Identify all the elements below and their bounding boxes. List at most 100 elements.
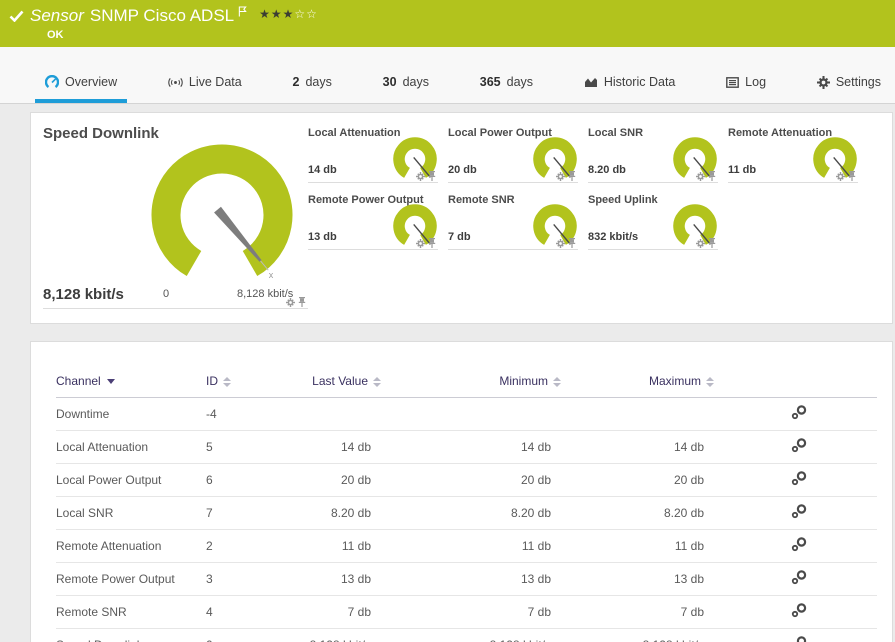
pin-icon[interactable] xyxy=(568,238,576,248)
tab-live-data[interactable]: Live Data xyxy=(168,61,242,103)
table-header-row: Channel ID Last Value Minimum Maximum xyxy=(56,368,877,398)
cell-minimum: 13 db xyxy=(381,562,561,596)
pin-icon[interactable] xyxy=(708,238,716,248)
tab-2-days[interactable]: 2 days xyxy=(293,61,332,103)
sort-desc-icon xyxy=(106,379,115,385)
tab-overview[interactable]: Overview xyxy=(35,61,128,103)
gauge-title: Remote Attenuation xyxy=(728,127,833,139)
tab-label: days xyxy=(305,75,332,89)
cell-maximum: 11 db xyxy=(561,529,714,563)
column-header-actions xyxy=(714,368,877,398)
cell-minimum: 14 db xyxy=(381,430,561,464)
cell-minimum: 8,128 kbit/s xyxy=(381,628,561,642)
gauge-title: Speed Uplink xyxy=(588,194,658,206)
cell-minimum: 11 db xyxy=(381,529,561,563)
channel-gear-icon[interactable] xyxy=(556,172,565,181)
mini-gauge-local-snr: Local SNR 8.20 db xyxy=(588,125,718,183)
channel-gear-icon[interactable] xyxy=(416,172,425,181)
gauge-title: Local Power Output xyxy=(448,127,552,139)
channel-settings-icon[interactable] xyxy=(791,504,807,519)
column-header-maximum[interactable]: Maximum xyxy=(561,368,714,398)
tab-365-days[interactable]: 365 days xyxy=(480,61,533,103)
table-row: Remote Power Output 3 13 db 13 db 13 db xyxy=(56,562,877,596)
live-data-icon xyxy=(168,77,183,87)
cell-maximum: 13 db xyxy=(561,562,714,596)
cell-channel[interactable]: Speed Downlink xyxy=(56,628,206,642)
pin-icon[interactable] xyxy=(428,171,436,181)
tab-number: 365 xyxy=(479,75,501,89)
cell-maximum xyxy=(561,397,714,431)
cell-channel[interactable]: Downtime xyxy=(56,397,206,431)
column-header-last-value[interactable]: Last Value xyxy=(304,368,381,398)
tab-number: 2 xyxy=(292,75,300,89)
pin-icon[interactable] xyxy=(298,297,306,307)
channel-gear-icon[interactable] xyxy=(836,172,845,181)
channel-settings-icon[interactable] xyxy=(791,405,807,420)
tab-number: 30 xyxy=(382,75,397,89)
ok-check-icon xyxy=(9,10,24,22)
tab-historic-data[interactable]: Historic Data xyxy=(584,61,676,103)
flag-icon[interactable] xyxy=(238,6,247,17)
pin-icon[interactable] xyxy=(568,171,576,181)
tab-label: Historic Data xyxy=(603,75,676,89)
table-row: Downtime -4 xyxy=(56,397,877,431)
channel-settings-icon[interactable] xyxy=(791,570,807,585)
channel-gear-icon[interactable] xyxy=(696,239,705,248)
channel-gear-icon[interactable] xyxy=(696,172,705,181)
cell-actions xyxy=(714,496,877,530)
column-header-id[interactable]: ID xyxy=(206,368,304,398)
tab-bar: Overview Live Data 2 days 30 days 365 da… xyxy=(0,47,895,104)
channel-settings-icon[interactable] xyxy=(791,636,807,642)
column-label: Last Value xyxy=(312,374,368,388)
cell-channel[interactable]: Local SNR xyxy=(56,496,206,530)
gauge-title: Remote SNR xyxy=(448,194,515,206)
gauge-value: 13 db xyxy=(308,231,337,243)
tab-30-days[interactable]: 30 days xyxy=(383,61,429,103)
tab-label: Live Data xyxy=(188,75,242,89)
gauges-panel: Speed Downlink x 8,128 kbit/s 0 8,128 kb… xyxy=(30,112,893,324)
cell-channel[interactable]: Local Power Output xyxy=(56,463,206,497)
cell-id: 4 xyxy=(206,595,304,629)
channel-gear-icon[interactable] xyxy=(286,298,295,307)
cell-channel[interactable]: Remote SNR xyxy=(56,595,206,629)
gauge-dial xyxy=(393,137,437,178)
channel-gear-icon[interactable] xyxy=(556,239,565,248)
channel-settings-icon[interactable] xyxy=(791,438,807,453)
table-row: Remote SNR 4 7 db 7 db 7 db xyxy=(56,595,877,629)
cell-actions xyxy=(714,529,877,563)
gauge-title: Speed Downlink xyxy=(43,125,159,142)
log-icon xyxy=(726,76,740,88)
cell-channel[interactable]: Remote Power Output xyxy=(56,562,206,596)
cell-maximum: 7 db xyxy=(561,595,714,629)
channel-settings-icon[interactable] xyxy=(791,603,807,618)
cell-id: -4 xyxy=(206,397,304,431)
gauge-icon xyxy=(45,75,59,88)
svg-text:x: x xyxy=(269,270,274,280)
column-header-minimum[interactable]: Minimum xyxy=(381,368,561,398)
pin-icon[interactable] xyxy=(708,171,716,181)
cell-id: 0 xyxy=(206,628,304,642)
pin-icon[interactable] xyxy=(848,171,856,181)
tab-settings[interactable]: Settings xyxy=(816,61,881,103)
cell-minimum: 20 db xyxy=(381,463,561,497)
gauge-value: 20 db xyxy=(448,164,477,176)
cell-maximum: 20 db xyxy=(561,463,714,497)
mini-gauges-grid: Local Attenuation 14 db Local Power Outp… xyxy=(308,125,858,323)
pin-icon[interactable] xyxy=(428,238,436,248)
table-row: Remote Attenuation 2 11 db 11 db 11 db xyxy=(56,529,877,563)
channel-gear-icon[interactable] xyxy=(416,239,425,248)
channel-settings-icon[interactable] xyxy=(791,471,807,486)
cell-channel[interactable]: Remote Attenuation xyxy=(56,529,206,563)
cell-actions xyxy=(714,463,877,497)
gauge-value: 8,128 kbit/s xyxy=(43,286,124,303)
priority-stars[interactable]: ★★★☆☆ xyxy=(259,7,318,21)
gauge-dial xyxy=(813,137,857,178)
cell-channel[interactable]: Local Attenuation xyxy=(56,430,206,464)
tab-log[interactable]: Log xyxy=(726,61,766,103)
cell-maximum: 8.20 db xyxy=(561,496,714,530)
channel-settings-icon[interactable] xyxy=(791,537,807,552)
column-header-channel[interactable]: Channel xyxy=(56,368,206,398)
gauge-dial: x xyxy=(151,144,293,280)
cell-id: 2 xyxy=(206,529,304,563)
page-title: Sensor SNMP Cisco ADSL xyxy=(30,6,234,26)
